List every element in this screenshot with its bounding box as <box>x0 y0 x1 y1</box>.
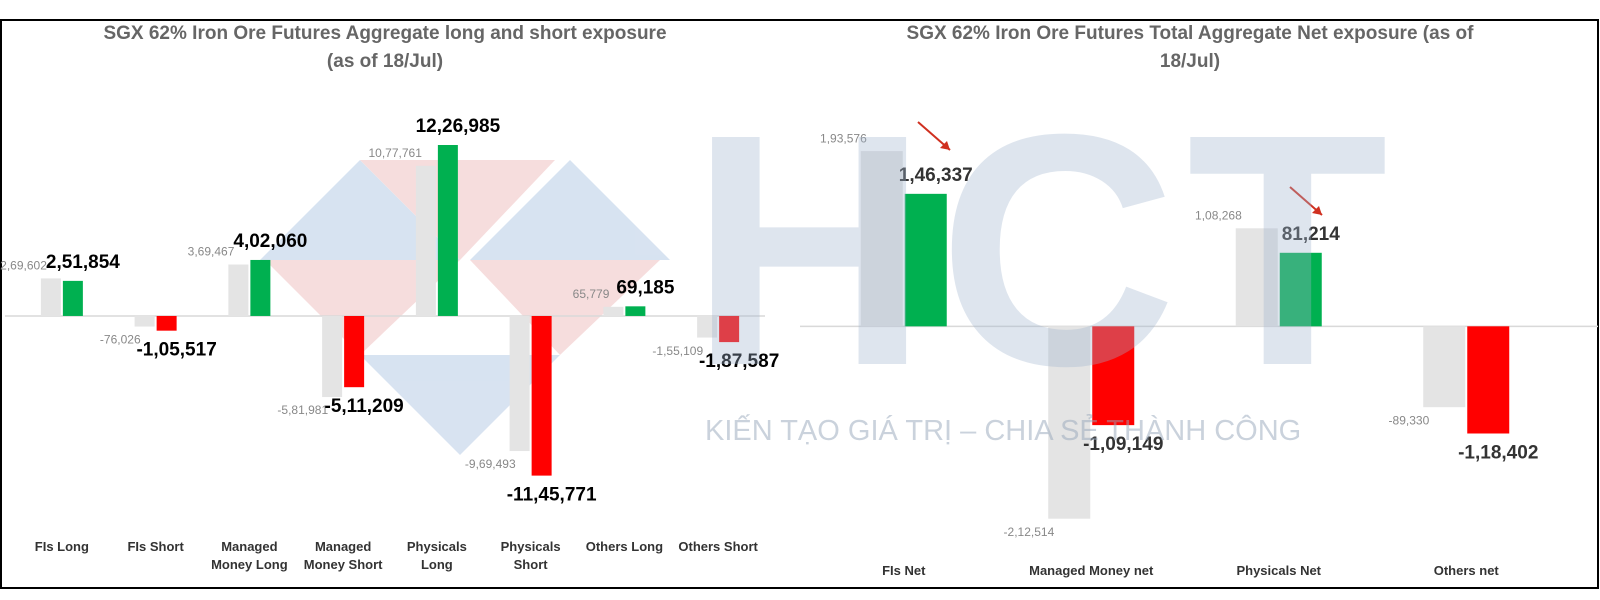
bar <box>322 315 343 398</box>
bar <box>40 278 61 316</box>
bar <box>531 315 552 476</box>
bar <box>250 259 271 316</box>
value-label: 1,93,576 <box>820 131 867 145</box>
value-label: -1,05,517 <box>136 340 216 361</box>
value-label: -1,87,587 <box>699 351 779 372</box>
frame <box>0 19 1599 589</box>
x-tick-label: Others Long <box>585 539 664 554</box>
x-tick-label: Physicals Net <box>1236 563 1322 578</box>
chart-title: SGX 62% Iron Ore Futures Aggregate long … <box>103 23 667 72</box>
value-label: 65,779 <box>573 287 610 301</box>
bar <box>415 165 436 316</box>
value-label: -76,026 <box>100 333 141 347</box>
x-tick-label: Physicals Short <box>500 539 561 572</box>
value-label: 81,214 <box>1282 224 1341 245</box>
value-label: 2,69,602 <box>0 259 47 273</box>
watermark-slogan: KIẾN TẠO GIÁ TRỊ – CHIA SẺ THÀNH CÔNG <box>705 415 1302 447</box>
x-tick-label: FIs Net <box>882 563 926 578</box>
bar <box>625 306 646 316</box>
x-tick-label: Others net <box>1433 563 1499 578</box>
bar <box>156 315 177 331</box>
value-label: 69,185 <box>616 277 675 298</box>
watermark-logo: HCT <box>690 65 1399 434</box>
bar <box>62 280 83 316</box>
value-label: -5,81,981 <box>277 403 328 417</box>
watermark-shapes <box>260 160 670 455</box>
bar <box>1279 252 1322 327</box>
bar <box>1467 326 1510 434</box>
value-label: 3,69,467 <box>188 245 235 259</box>
bar <box>134 315 155 327</box>
x-tick-label: Others Short <box>678 539 758 554</box>
x-tick-label: FIs Short <box>127 539 184 554</box>
bar <box>1235 228 1278 327</box>
bar <box>1092 326 1135 426</box>
x-tick-label: Managed Money Short <box>303 539 383 572</box>
value-label: -1,18,402 <box>1458 443 1538 464</box>
bar <box>509 315 530 452</box>
value-label: -1,09,149 <box>1083 434 1163 455</box>
value-label: 2,51,854 <box>46 252 120 273</box>
bar <box>904 193 947 327</box>
value-label: -89,330 <box>1389 413 1430 427</box>
x-tick-label: Physicals Long <box>406 539 467 572</box>
bar <box>603 306 624 316</box>
value-label: -5,11,209 <box>325 396 404 417</box>
value-label: -9,69,493 <box>465 457 516 471</box>
bar <box>437 145 458 316</box>
bar <box>860 151 903 327</box>
bar <box>344 315 365 388</box>
value-label: -1,55,109 <box>652 344 703 358</box>
bar <box>1423 326 1466 408</box>
bar <box>228 264 249 316</box>
value-label: 1,46,337 <box>899 165 973 186</box>
bar <box>697 315 718 338</box>
value-label: 10,77,761 <box>368 146 422 160</box>
arrow-head <box>940 141 950 150</box>
x-tick-label: FIs Long <box>34 539 89 554</box>
value-label: -2,12,514 <box>1004 525 1055 539</box>
value-label: 1,08,268 <box>1195 208 1242 222</box>
chart-title: SGX 62% Iron Ore Futures Total Aggregate… <box>906 23 1474 72</box>
bar <box>719 315 740 343</box>
value-label: 4,02,060 <box>233 231 307 252</box>
x-tick-label: Managed Money net <box>1029 563 1154 578</box>
x-tick-label: Managed Money Long <box>211 539 288 572</box>
bar <box>1048 326 1091 519</box>
arrow-head <box>1312 206 1322 215</box>
value-label: 12,26,985 <box>416 116 501 137</box>
value-label: -11,45,771 <box>507 485 597 506</box>
